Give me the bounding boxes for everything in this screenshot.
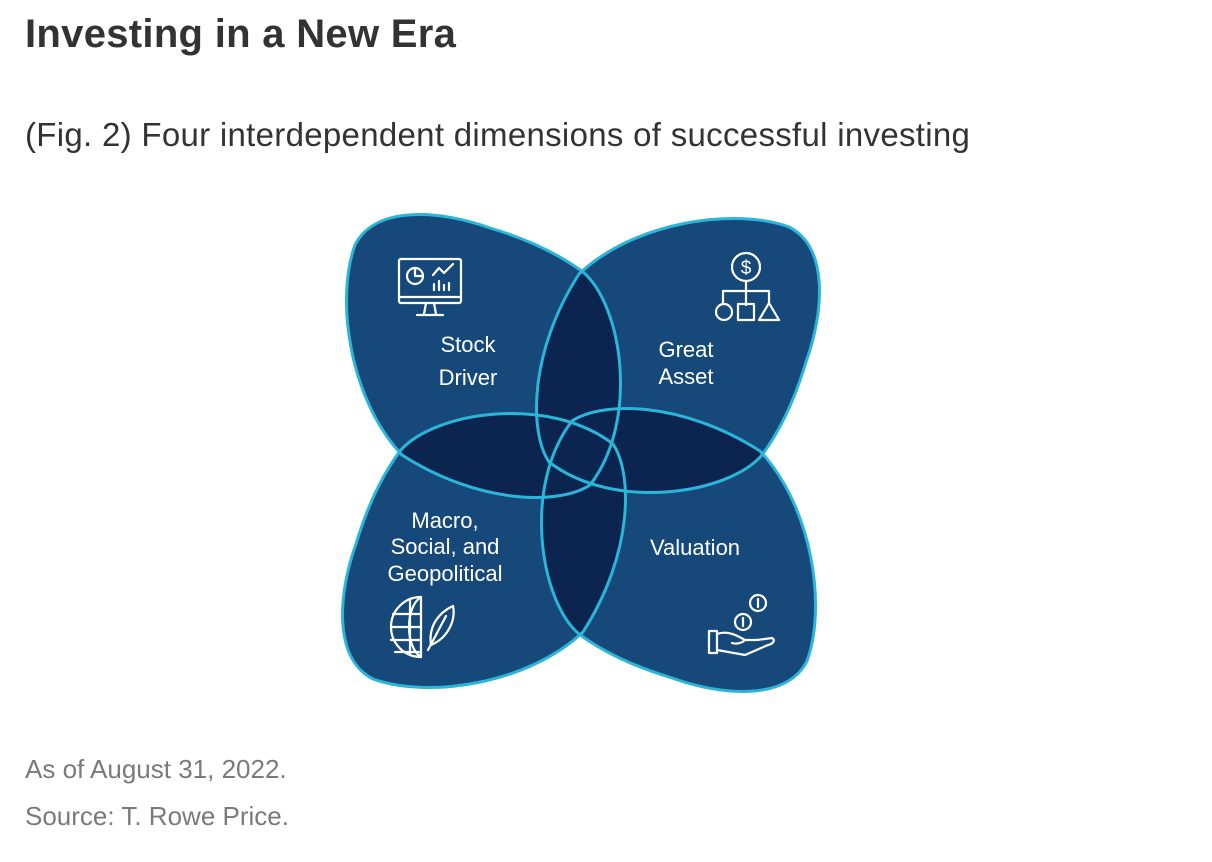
svg-text:$: $ bbox=[741, 258, 752, 279]
globe-leaf-icon bbox=[389, 595, 455, 659]
figure-caption: (Fig. 2) Four interdependent dimensions … bbox=[25, 116, 971, 153]
petal-label-great-asset: Great Asset bbox=[658, 337, 713, 389]
source-note: Source: T. Rowe Price. bbox=[25, 801, 289, 831]
petal-label-stock-driver: Stock Driver bbox=[439, 332, 498, 390]
petal-label-macro-social-geopolitical: Macro, Social, and Geopolitical bbox=[388, 508, 503, 586]
page-title: Investing in a New Era bbox=[25, 12, 457, 56]
dollar-hierarchy-icon: $ bbox=[714, 251, 781, 322]
hand-coins-icon bbox=[707, 593, 775, 657]
petal-label-valuation: Valuation bbox=[650, 535, 740, 560]
date-note: As of August 31, 2022. bbox=[25, 754, 287, 784]
computer-monitor-chart-icon bbox=[397, 257, 463, 317]
